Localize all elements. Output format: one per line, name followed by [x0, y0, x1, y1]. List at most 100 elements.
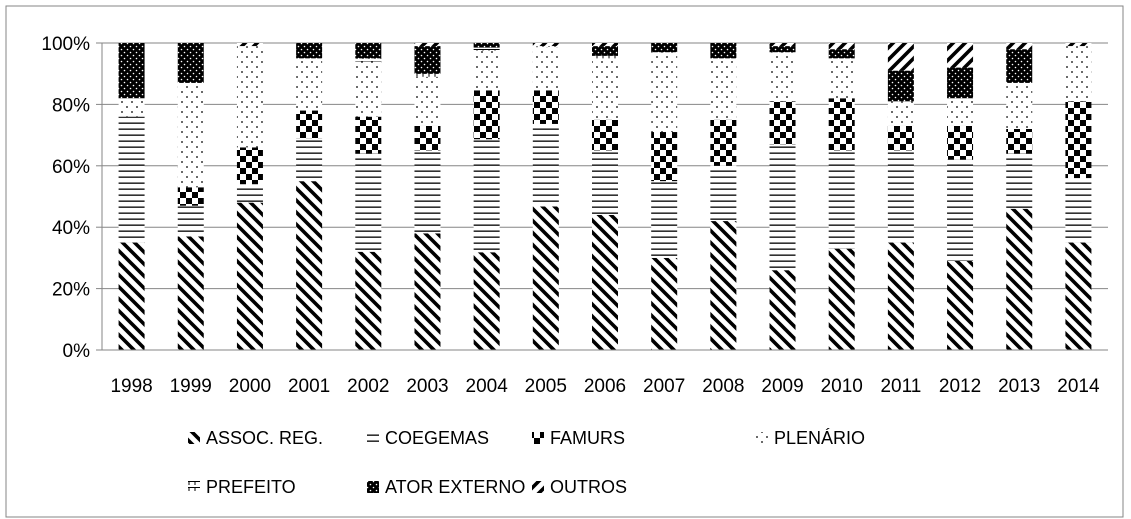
bar-segment-2006-s2 — [592, 119, 618, 151]
y-tick-label: 20% — [52, 280, 90, 301]
legend-label: PREFEITO — [206, 477, 296, 497]
bar-segment-2012-s0 — [947, 260, 974, 350]
bar-segment-2010-s3 — [828, 58, 855, 99]
bar-segment-2001-s3 — [296, 58, 323, 111]
bar-segment-2009-s2 — [769, 101, 796, 145]
bar-segment-2010-s2 — [828, 98, 855, 151]
bar-segment-2008-s3 — [710, 58, 737, 120]
bar-segment-2011-s2 — [887, 125, 914, 151]
bar-segment-2014-s1 — [1065, 178, 1092, 243]
bar-segment-1998-s3 — [118, 98, 145, 117]
bar-segment-2008-s1 — [710, 165, 737, 222]
y-tick-label: 80% — [52, 95, 90, 116]
axes — [96, 42, 1108, 351]
bar-segment-2002-s0 — [355, 251, 382, 350]
bar-segment-2007-s0 — [651, 257, 678, 350]
bar-segment-2007-s3 — [651, 52, 678, 133]
bar-segment-2012-s2 — [947, 125, 974, 160]
bar-segment-2006-s1 — [592, 150, 618, 215]
bar-segment-2006-s4 — [592, 55, 618, 59]
bar-segment-2014-s0 — [1065, 242, 1092, 350]
x-tick-label: 2001 — [288, 376, 330, 397]
bar-segment-2013-s5 — [1006, 49, 1033, 83]
bar-segment-2003-s3 — [414, 76, 441, 126]
bar-segment-2011-s1 — [887, 150, 914, 243]
bar-segment-2008-s2 — [710, 119, 737, 166]
bar-segment-2001-s0 — [296, 181, 323, 350]
x-tick-label: 2003 — [406, 376, 448, 397]
bar-segment-2007-s2 — [651, 132, 678, 182]
x-tick-label: 2007 — [643, 376, 685, 397]
bar-segment-1999-s5 — [177, 43, 204, 83]
bar-segment-2004-s3 — [473, 50, 500, 91]
bar-segment-2000-s2 — [236, 147, 263, 185]
bar-segment-2013-s6 — [1006, 43, 1033, 50]
bar-segment-2005-s1 — [532, 123, 559, 207]
bar-segment-2013-s1 — [1006, 153, 1033, 209]
bar-segment-2004-s2 — [473, 90, 500, 140]
bar-segment-2012-s3 — [947, 98, 974, 126]
legend-swatch — [188, 481, 200, 493]
bars — [118, 43, 1092, 350]
x-tick-label: 1999 — [170, 376, 212, 397]
x-tick-label: 2013 — [998, 376, 1040, 397]
bar-segment-2006-s6 — [592, 43, 618, 47]
bar-segment-2009-s0 — [769, 270, 796, 350]
legend-label: PLENÁRIO — [774, 428, 865, 448]
bar-segment-2014-s6 — [1065, 43, 1092, 47]
x-tick-label: 2008 — [702, 376, 744, 397]
y-tick-label: 40% — [52, 218, 90, 239]
bar-segment-2006-s3 — [592, 58, 618, 120]
legend: ASSOC. REG. COEGEMAS FAMURS PLENÁRIO PREFEIT… — [188, 428, 865, 497]
bar-segment-2006-s0 — [592, 214, 618, 350]
bar-segment-2012-s5 — [947, 67, 974, 99]
x-tick-label: 2014 — [1057, 376, 1100, 397]
bar-segment-2000-s0 — [236, 202, 263, 350]
x-tick-label: 2005 — [525, 376, 567, 397]
bar-segment-2011-s3 — [887, 101, 914, 126]
bar-segment-2003-s4 — [414, 73, 441, 77]
legend-swatch — [367, 432, 379, 444]
bar-segment-2011-s5 — [887, 70, 914, 102]
x-tick-label: 2000 — [229, 376, 271, 397]
bar-segment-2002-s4 — [355, 58, 382, 62]
bar-segment-2002-s1 — [355, 153, 382, 252]
bar-segment-2005-s3 — [532, 47, 559, 91]
legend-label: ATOR EXTERNO — [385, 477, 525, 497]
bar-segment-2014-s3 — [1065, 46, 1092, 102]
bar-segment-2009-s6 — [769, 43, 796, 47]
bar-segment-2001-s5 — [296, 43, 323, 59]
x-tick-label: 2006 — [584, 376, 626, 397]
y-tick-label: 60% — [52, 157, 90, 178]
bar-segment-2006-s5 — [592, 46, 618, 56]
bar-segment-2005-s0 — [532, 206, 559, 350]
bar-segment-2001-s2 — [296, 110, 323, 139]
x-tick-label: 2012 — [939, 376, 981, 397]
bar-segment-2004-s4 — [473, 47, 500, 51]
legend-swatch — [188, 432, 200, 444]
bar-segment-1999-s2 — [177, 187, 204, 206]
bar-segment-2005-s6 — [532, 43, 559, 47]
bar-segment-2000-s6 — [236, 43, 263, 47]
bar-segment-2010-s5 — [828, 49, 855, 59]
bar-segment-2000-s1 — [236, 184, 263, 203]
x-tick-label: 2002 — [347, 376, 389, 397]
y-tick-labels: 0% 20% 40% 60% 80% 100% — [41, 34, 90, 362]
bar-segment-2004-s5 — [473, 43, 500, 48]
bar-segment-2012-s1 — [947, 159, 974, 261]
bar-segment-2009-s3 — [769, 52, 796, 102]
bar-segment-2003-s0 — [414, 233, 441, 350]
legend-swatch — [532, 481, 544, 493]
bar-segment-2004-s0 — [473, 252, 500, 350]
legend-label: FAMURS — [550, 428, 625, 448]
legend-swatch — [532, 432, 544, 444]
x-tick-label: 2010 — [821, 376, 863, 397]
bar-segment-2009-s5 — [769, 46, 796, 53]
legend-label: OUTROS — [550, 477, 627, 497]
bar-segment-2003-s6 — [414, 43, 441, 47]
bar-segment-2002-s2 — [355, 116, 382, 154]
bar-segment-2013-s2 — [1006, 128, 1033, 154]
bar-segment-2014-s2 — [1065, 101, 1092, 179]
